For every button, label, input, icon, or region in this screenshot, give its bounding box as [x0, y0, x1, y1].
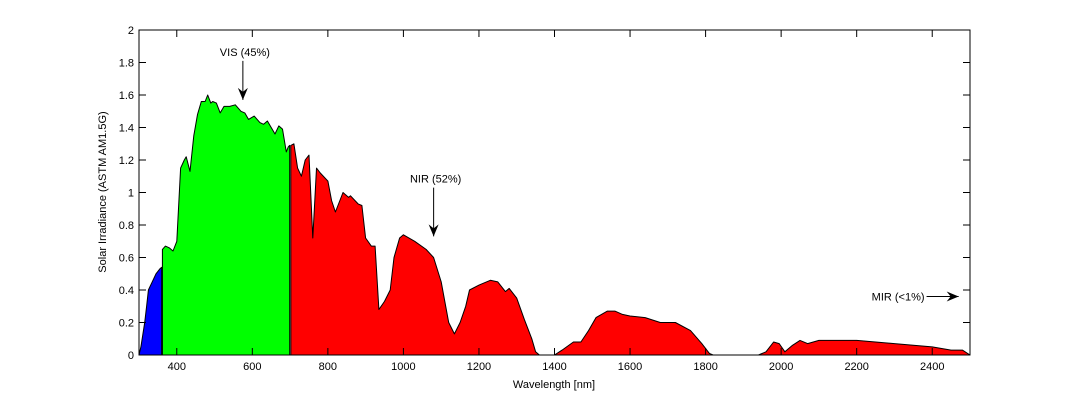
- y-tick-label: 0.8: [119, 220, 134, 232]
- area-series-2: [290, 143, 971, 356]
- area-series-group: [138, 94, 971, 356]
- annotation-label: MIR (<1%): [872, 292, 925, 304]
- area-series-0: [138, 266, 163, 356]
- x-tick-label: 2000: [769, 361, 793, 373]
- annotation-label: VIS (45%): [220, 47, 270, 59]
- arrowhead-icon: [946, 291, 959, 302]
- y-tick-label: 1.4: [119, 123, 134, 135]
- arrowhead-icon: [428, 224, 439, 237]
- annotation-label: NIR (52%): [410, 174, 461, 186]
- x-tick-label: 1800: [693, 361, 717, 373]
- y-tick-label: 1.8: [119, 58, 134, 70]
- x-tick-label: 400: [168, 361, 186, 373]
- y-tick-label: 1.6: [119, 90, 134, 102]
- y-tick-label: 1.2: [119, 155, 134, 167]
- x-tick-label: 1000: [391, 361, 415, 373]
- area-series-1: [161, 94, 291, 356]
- ticks-group: 400 600 800 1000 1200 1400 1600 1800 2000 2200 240…: [119, 25, 970, 373]
- x-tick-label: 2200: [844, 361, 868, 373]
- x-tick-label: 600: [243, 361, 261, 373]
- x-axis-label: Wavelength [nm]: [513, 379, 595, 391]
- y-tick-label: 2: [128, 25, 134, 37]
- y-axis-label: Solar Irradiance (ASTM AM1.5G): [97, 111, 109, 272]
- x-tick-label: 800: [319, 361, 337, 373]
- x-tick-label: 1200: [467, 361, 491, 373]
- x-tick-label: 1600: [618, 361, 642, 373]
- y-tick-label: 0.4: [119, 285, 134, 297]
- y-tick-label: 1: [128, 188, 134, 200]
- y-tick-label: 0: [128, 350, 134, 362]
- y-tick-label: 0.6: [119, 253, 134, 265]
- y-tick-label: 0.2: [119, 318, 134, 330]
- x-tick-label: 1400: [542, 361, 566, 373]
- annotations-group: VIS (45%) NIR (52%) MIR (<1%): [220, 47, 959, 304]
- x-tick-label: 2400: [920, 361, 944, 373]
- arrowhead-icon: [237, 87, 248, 100]
